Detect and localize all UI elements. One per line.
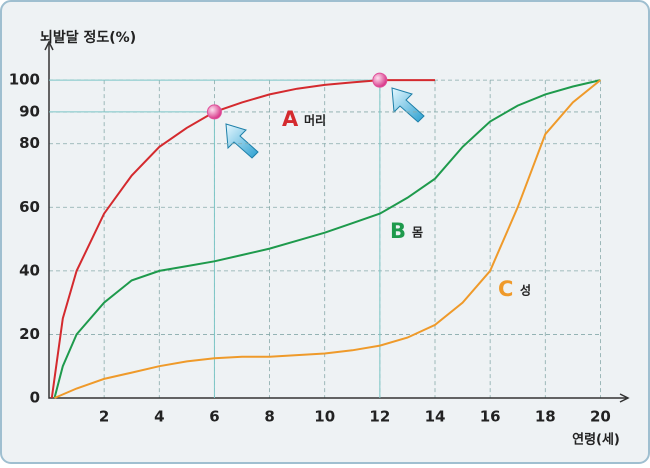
x-tick-label: 18: [535, 408, 556, 426]
x-axis-label: 연령(세): [572, 433, 620, 448]
x-tick-label: 4: [154, 408, 164, 426]
x-tick-label: 2: [99, 408, 109, 426]
y-tick-label: 40: [19, 261, 40, 279]
series-letter: A: [282, 107, 299, 131]
series-letter: B: [390, 219, 406, 243]
x-tick-label: 8: [264, 408, 274, 426]
y-tick-label: 100: [9, 71, 40, 89]
series-letter: C: [498, 277, 513, 301]
y-tick-label: 90: [19, 102, 40, 120]
chart-title: 뇌발달 정도(%): [40, 29, 136, 46]
axis: [48, 42, 628, 399]
highlight-point: [206, 104, 222, 120]
arrow-icon: [225, 87, 425, 159]
highlight-point: [372, 72, 388, 88]
x-tick-label: 14: [425, 408, 446, 426]
line-series: [53, 79, 601, 399]
x-tick-label: 16: [480, 408, 501, 426]
y-tick-label: 80: [19, 134, 40, 152]
series-name: 몸: [412, 226, 423, 240]
line-series: [54, 79, 602, 399]
series-name: 성: [520, 284, 531, 298]
line-series: [50, 79, 435, 399]
y-tick-label: 20: [19, 325, 40, 343]
x-tick-label: 12: [369, 408, 390, 426]
y-tick-label: 0: [30, 389, 40, 407]
axis-arrow: [44, 40, 630, 403]
x-tick-label: 10: [314, 408, 335, 426]
series-name: 머리: [304, 113, 326, 128]
x-tick-label: 20: [590, 408, 611, 426]
x-tick-label: 6: [209, 408, 219, 426]
y-tick-label: 60: [19, 198, 40, 216]
